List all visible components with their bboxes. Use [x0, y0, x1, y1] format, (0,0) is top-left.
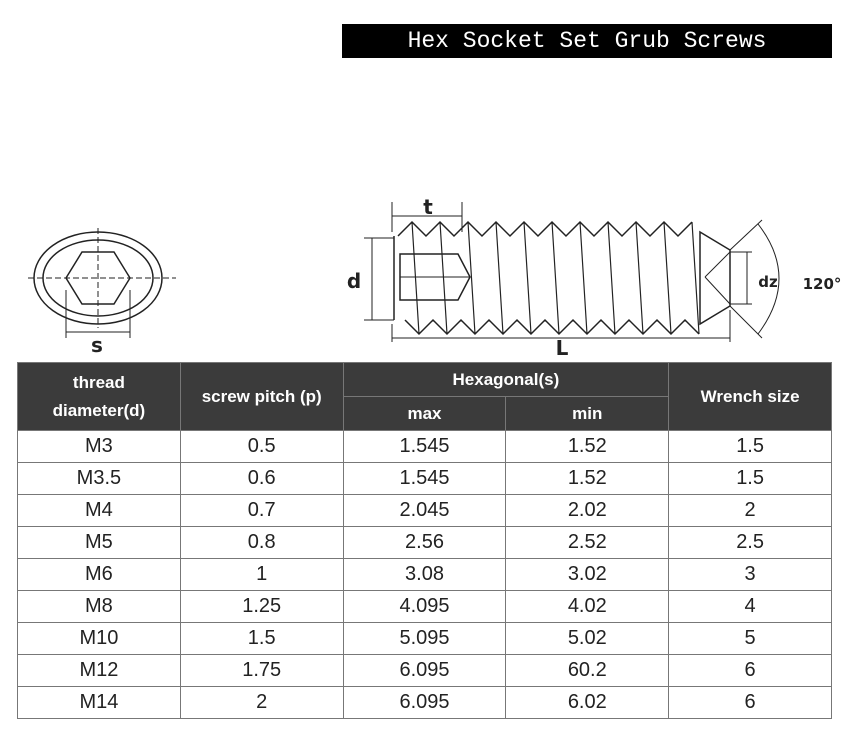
table-cell: 1.545 [342, 430, 507, 463]
table-row: M4 0.7 2.045 2.02 2 [17, 494, 832, 527]
subheader-row: max min [18, 396, 832, 431]
table-cell: 1.5 [668, 462, 832, 495]
table-cell: M3.5 [17, 462, 181, 495]
header-cell: Hexagonal(s) [342, 362, 670, 397]
table-cell: 4 [668, 590, 832, 623]
header-text: thread diameter(d) [52, 372, 146, 420]
table-cell: 0.8 [179, 526, 344, 559]
table-row: M6 1 3.08 3.02 3 [17, 558, 832, 591]
table-cell: 2.5 [668, 526, 832, 559]
header-cell: Wrench size [668, 362, 832, 431]
spec-table: thread diameter(d) screw pitch (p) Hexagon… [17, 362, 832, 719]
table-cell: 0.5 [179, 430, 344, 463]
table-cell: 6 [668, 654, 832, 687]
table-row: M10 1.5 5.095 5.02 5 [17, 622, 832, 655]
title-bar: Hex Socket Set Grub Screws [342, 24, 832, 58]
thread-line [607, 221, 616, 335]
table-cell: 1.5 [179, 622, 344, 655]
thread-line [551, 221, 560, 335]
header-row: thread diameter(d) screw pitch (p) Hexagon… [17, 362, 832, 431]
thread-line [635, 221, 644, 335]
table-cell: 3.02 [505, 558, 670, 591]
table-cell: 1.52 [505, 430, 670, 463]
table-cell: 0.7 [179, 494, 344, 527]
table-cell: 5 [668, 622, 832, 655]
table-cell: 60.2 [505, 654, 670, 687]
header-cell: thread diameter(d) [17, 362, 181, 431]
table-cell: 2 [179, 686, 344, 719]
table-row: M3.5 0.6 1.545 1.52 1.5 [17, 462, 832, 495]
thread-line [523, 221, 532, 335]
table-cell: M14 [17, 686, 181, 719]
table-cell: 6.02 [505, 686, 670, 719]
table-cell: 6.095 [342, 686, 507, 719]
table-cell: 1.75 [179, 654, 344, 687]
thread-line [691, 221, 700, 335]
thread-line [495, 221, 504, 335]
table-cell: 6.095 [342, 654, 507, 687]
header-cell: screw pitch (p) [179, 362, 344, 431]
table-cell: 0.6 [179, 462, 344, 495]
table-cell: M10 [17, 622, 181, 655]
table-cell: M3 [17, 430, 181, 463]
table-cell: 2 [668, 494, 832, 527]
angle-label: 120° [803, 275, 842, 293]
subheader-cell: max [342, 396, 507, 431]
table-row: M5 0.8 2.56 2.52 2.5 [17, 526, 832, 559]
thread-line [467, 221, 476, 335]
table-cell: 5.02 [505, 622, 670, 655]
table-cell: 2.52 [505, 526, 670, 559]
table-row: M3 0.5 1.545 1.52 1.5 [17, 430, 832, 463]
table-cell: M12 [17, 654, 181, 687]
table-row: M14 2 6.095 6.02 6 [17, 686, 832, 719]
L-label: L [556, 336, 569, 360]
table-cell: 1.545 [342, 462, 507, 495]
subheader-cell: min [505, 396, 670, 431]
thread-line [411, 221, 420, 335]
table-cell: 3.08 [342, 558, 507, 591]
t-label: t [423, 195, 433, 219]
d-label: d [347, 269, 361, 293]
table-cell: M4 [17, 494, 181, 527]
dz-label: dz [758, 273, 778, 291]
table-cell: M5 [17, 526, 181, 559]
thread-line [663, 221, 672, 335]
table-row: M12 1.75 6.095 60.2 6 [17, 654, 832, 687]
table-row: M8 1.25 4.095 4.02 4 [17, 590, 832, 623]
diagram: s t d L dz 120° [28, 195, 842, 360]
table-cell: 2.045 [342, 494, 507, 527]
table-cell: 2.56 [342, 526, 507, 559]
table-cell: 5.095 [342, 622, 507, 655]
table-cell: 4.095 [342, 590, 507, 623]
table-cell: 3 [668, 558, 832, 591]
thread-line [439, 221, 448, 335]
table-cell: M8 [17, 590, 181, 623]
table-cell: M6 [17, 558, 181, 591]
table-cell: 1.5 [668, 430, 832, 463]
table-cell: 1.52 [505, 462, 670, 495]
table-cell: 1 [179, 558, 344, 591]
s-label: s [91, 333, 103, 357]
table-cell: 6 [668, 686, 832, 719]
table-cell: 4.02 [505, 590, 670, 623]
thread-line [579, 221, 588, 335]
table-cell: 2.02 [505, 494, 670, 527]
table-cell: 1.25 [179, 590, 344, 623]
